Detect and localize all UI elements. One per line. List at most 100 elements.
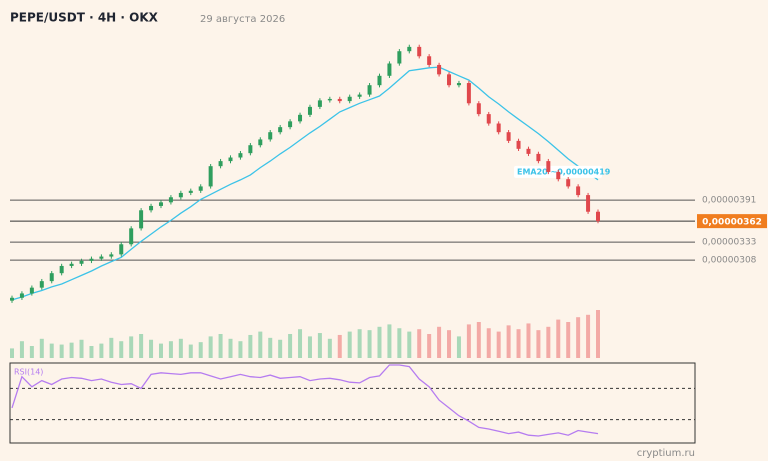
candle-body — [168, 197, 173, 203]
volume-bar — [278, 339, 283, 358]
candle-body — [556, 171, 561, 180]
candle-body — [536, 153, 541, 162]
volume-bar — [476, 322, 481, 358]
candle-body — [49, 273, 54, 282]
candle-body — [476, 103, 481, 115]
volume-bar — [149, 339, 154, 358]
ema-line — [11, 66, 599, 301]
rsi-line — [11, 364, 599, 437]
rsi-panel — [9, 362, 696, 444]
candle-body — [546, 161, 551, 172]
y-tick-label: 0,00000333 — [702, 238, 756, 248]
ema-label: EMA20 ~0,00000419 — [517, 167, 611, 176]
volume-bar — [496, 331, 501, 358]
candle-body — [188, 190, 193, 193]
candle-body — [317, 100, 322, 107]
volume-bar — [139, 334, 144, 358]
chart-title: PEPE/USDT · 4H · OKX — [10, 11, 159, 25]
y-tick-label: 0,00000391 — [702, 196, 756, 206]
volume-bar — [119, 341, 124, 358]
volume-bar — [407, 331, 412, 358]
candle-body — [278, 127, 283, 133]
candle-body — [99, 256, 104, 259]
volume-bar — [447, 330, 452, 358]
volume-bar — [129, 336, 134, 358]
volume-bar — [486, 328, 491, 358]
candle-body — [417, 46, 422, 57]
candle-body — [576, 186, 581, 196]
volume-bar — [99, 343, 104, 358]
volume-bar — [168, 341, 173, 358]
volume-bar — [337, 334, 342, 358]
volume-bar — [586, 314, 591, 358]
candle-body — [447, 74, 452, 86]
candle-body — [248, 145, 253, 154]
candle-body — [397, 51, 402, 64]
candle-body — [89, 258, 94, 261]
date: 29 августа 2026 — [200, 14, 285, 25]
volume-bar — [357, 329, 362, 358]
volume-bar — [456, 336, 461, 358]
candle-body — [298, 114, 303, 122]
volume-bar — [258, 331, 263, 358]
volume-bar — [178, 338, 183, 358]
volume-bar — [208, 336, 213, 358]
candle-body — [129, 228, 134, 245]
last-price-label: 0,00000362 — [702, 218, 762, 228]
candle-body — [327, 98, 332, 101]
candle-body — [109, 254, 114, 257]
candle-body — [427, 56, 432, 65]
candle-body — [357, 94, 362, 97]
volume-bar — [228, 338, 233, 358]
volume-bar — [347, 331, 352, 358]
candle-body — [377, 75, 382, 86]
candle-body — [506, 132, 511, 141]
candle-body — [387, 63, 392, 76]
volume-bar — [317, 333, 322, 358]
candle-body — [139, 210, 144, 229]
candle-body — [586, 195, 591, 212]
volume-bar — [29, 346, 34, 358]
candle-body — [596, 211, 600, 222]
volume-bar — [536, 330, 541, 358]
candle-body — [39, 281, 44, 288]
candle-body — [437, 64, 442, 75]
candle-body — [456, 83, 461, 86]
volume-bar — [298, 329, 303, 358]
volume-bar — [516, 329, 521, 358]
candle-body — [407, 46, 412, 52]
candle-body — [79, 260, 84, 264]
volume-bar — [397, 328, 402, 358]
candle-body — [228, 157, 233, 162]
candle-body — [288, 121, 293, 128]
volume-bar — [158, 343, 163, 358]
volume-bar — [367, 330, 372, 358]
candle-body — [29, 287, 34, 294]
candle-body — [158, 202, 163, 206]
candle-body — [516, 140, 521, 149]
candle-body — [566, 179, 571, 187]
candle-body — [208, 166, 213, 187]
candle-body — [178, 192, 183, 198]
volume-bar — [576, 317, 581, 358]
volume-bar — [89, 346, 94, 358]
volume-bar — [417, 329, 422, 358]
volume-bar — [39, 338, 44, 358]
volume-bar — [69, 342, 74, 358]
volume-bar — [19, 341, 24, 358]
volume-bar — [307, 336, 312, 358]
volume-bar — [566, 322, 571, 358]
candle-body — [10, 297, 14, 301]
candle-body — [486, 114, 491, 124]
candle-body — [466, 83, 471, 104]
candle-body — [367, 85, 372, 95]
candle-body — [347, 96, 352, 102]
candle-body — [69, 263, 74, 266]
candle-body — [218, 161, 223, 167]
y-tick-label: 0,00000308 — [702, 256, 757, 266]
volume-bar — [526, 323, 531, 358]
candle-body — [337, 98, 342, 102]
candle-body — [119, 244, 124, 255]
candle-body — [496, 123, 501, 133]
